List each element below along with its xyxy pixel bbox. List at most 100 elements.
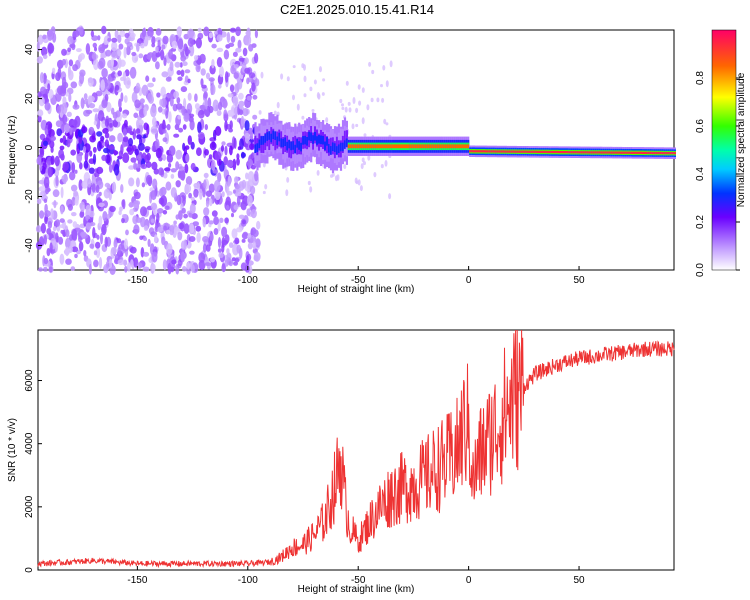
spectrogram-band-cell: [441, 144, 444, 149]
spectrogram-band-cell: [586, 151, 589, 154]
spectrogram-cell: [187, 92, 192, 101]
spectrogram-cell: [154, 234, 158, 243]
spectrogram-cell: [247, 242, 253, 250]
spectrogram-cell: [129, 66, 137, 79]
spectrogram-cell: [175, 149, 183, 160]
spectrogram-cell: [244, 57, 249, 64]
spectrogram-cell: [158, 167, 164, 176]
spectrogram-band-cell: [443, 144, 446, 149]
spectrogram-band-cell: [558, 151, 561, 154]
spectrogram-cell: [125, 229, 129, 236]
spectrogram-cell: [122, 128, 128, 137]
spectrogram-band-cell: [421, 144, 424, 149]
spectrogram-cell: [157, 39, 161, 49]
spectrogram-cell: [93, 120, 98, 126]
spectrogram-band-cell: [288, 139, 291, 149]
spectrogram-cell: [67, 219, 73, 224]
spectrogram-band-cell: [459, 144, 462, 149]
spectrogram-band-cell: [552, 150, 555, 154]
spectrogram-band-cell: [578, 151, 581, 154]
spectrogram-band-cell: [361, 144, 364, 149]
spectrogram-cell: [76, 151, 83, 164]
spectrogram-cell: [89, 135, 96, 143]
spectrogram-band-cell: [262, 136, 265, 145]
spectrogram-band-cell: [576, 151, 579, 154]
spectrogram-cell: [145, 75, 150, 82]
spectrogram-cell: [67, 35, 74, 45]
spectrogram-cell: [43, 266, 48, 272]
spectrogram-cell: [97, 141, 102, 152]
spectrogram-cell: [126, 262, 131, 272]
spectrogram-cell: [62, 96, 67, 105]
spectrogram-cell: [36, 56, 44, 64]
spectrogram-band-cell: [383, 144, 386, 149]
spectrogram-cell: [205, 200, 210, 208]
spectrogram-cell: [244, 67, 251, 74]
spectrogram-cell: [164, 205, 170, 211]
spectrogram-cell: [217, 28, 223, 36]
spectrogram-cell: [71, 162, 76, 173]
spectrogram-band-cell: [644, 151, 647, 154]
spectrogram-cell: [166, 93, 174, 99]
spectrogram-cell: [226, 252, 232, 262]
spectrogram-cell: [49, 242, 53, 254]
spectrogram-cell: [157, 106, 163, 113]
spectrogram-cell: [42, 34, 47, 40]
spectrogram-cell: [175, 161, 180, 171]
spectrogram-cell: [242, 108, 249, 117]
spectrogram-cell: [249, 234, 257, 244]
spectrogram-cell: [128, 165, 135, 170]
spectrogram-cell: [245, 30, 251, 36]
spectrogram-band-cell: [490, 150, 494, 153]
spectrogram-band-cell: [435, 144, 438, 149]
spectrogram-cell: [187, 78, 191, 84]
spectrogram-cell: [178, 166, 185, 172]
spectrogram-band-cell: [604, 151, 607, 154]
spectrogram-cell: [163, 225, 167, 231]
spectrogram-y-tick-label: 0: [24, 144, 35, 150]
spectrogram-cell: [143, 106, 148, 117]
spectrogram-cell: [221, 226, 228, 238]
snr-y-ticks: 0 2000 4000 6000: [24, 369, 42, 573]
spectrogram-band-cell: [479, 150, 482, 153]
spectrogram-cell: [82, 145, 87, 153]
spectrogram-band-cell: [393, 144, 396, 149]
spectrogram-cell: [224, 145, 228, 156]
spectrogram-cell: [78, 235, 82, 243]
spectrogram-cell: [175, 180, 181, 188]
spectrogram-cell: [218, 101, 223, 111]
spectrogram-cell: [345, 80, 349, 86]
spectrogram-band-cell: [351, 144, 354, 149]
spectrogram-cell: [146, 123, 150, 136]
spectrogram-band-cell: [294, 144, 297, 154]
spectrogram-cell: [159, 99, 164, 106]
spectrogram-cell: [70, 266, 76, 271]
spectrogram-cell: [171, 40, 178, 49]
spectrogram-cell: [217, 248, 222, 253]
spectrogram-cell: [143, 225, 149, 232]
spectrogram-cell: [106, 213, 111, 220]
spectrogram-cell: [204, 262, 212, 267]
spectrogram-cell: [44, 210, 51, 218]
spectrogram-cell: [174, 61, 181, 68]
spectrogram-band-cell: [282, 138, 285, 148]
spectrogram-cell: [47, 43, 55, 54]
spectrogram-cell: [216, 34, 223, 42]
spectrogram-cell: [189, 119, 195, 131]
spectrogram-cell: [245, 255, 250, 266]
spectrogram-cell: [160, 195, 168, 207]
spectrogram-cell: [120, 184, 124, 193]
spectrogram-cell: [189, 212, 193, 218]
spectrogram-band-cell: [512, 150, 515, 153]
spectrogram-cell: [383, 118, 387, 125]
spectrogram-band-cell: [365, 144, 368, 149]
spectrogram-cell: [169, 61, 174, 72]
spectrogram-cell: [140, 163, 148, 170]
spectrogram-cell: [68, 59, 74, 67]
snr-x-tick-label: -100: [238, 575, 258, 586]
spectrogram-band-cell: [524, 150, 527, 153]
spectrogram-band-cell: [369, 144, 372, 149]
spectrogram-cell: [213, 228, 219, 235]
spectrogram-cell: [39, 163, 43, 172]
spectrogram-cell: [197, 109, 205, 119]
